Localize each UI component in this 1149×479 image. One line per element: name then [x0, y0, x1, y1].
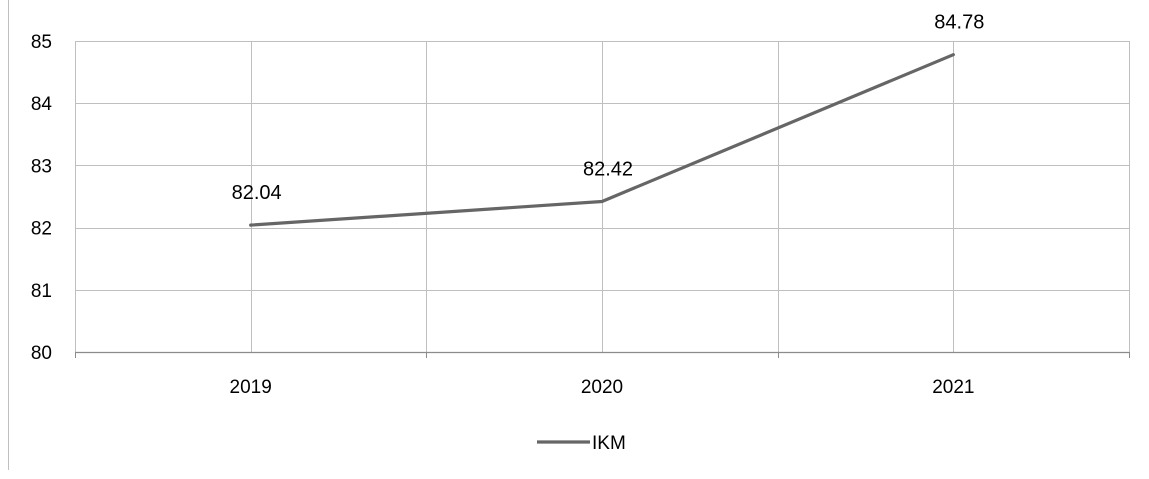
series-lines	[249, 53, 955, 227]
axes: 80 81 82 83 84 85 2019 2020 2021	[31, 32, 1130, 398]
x-tick-label-2020: 2020	[581, 377, 623, 398]
data-label-2019: 82.04	[232, 182, 282, 204]
y-tick-label-85: 85	[31, 32, 52, 53]
y-tick-label-81: 81	[31, 281, 52, 302]
x-tick-label-2019: 2019	[230, 377, 272, 398]
grid-lines	[75, 41, 1130, 352]
data-labels: 82.04 82.42 84.78	[232, 12, 985, 204]
legend-label-IKM: IKM	[592, 433, 626, 454]
y-tick-label-80: 80	[31, 343, 52, 364]
legend: IKM	[537, 433, 626, 454]
y-tick-label-83: 83	[31, 156, 52, 177]
y-tick-label-82: 82	[31, 219, 52, 240]
x-tick-label-2021: 2021	[932, 377, 974, 398]
data-label-2020: 82.42	[583, 158, 633, 180]
data-label-2021: 84.78	[934, 12, 984, 34]
y-tick-label-84: 84	[31, 94, 53, 115]
